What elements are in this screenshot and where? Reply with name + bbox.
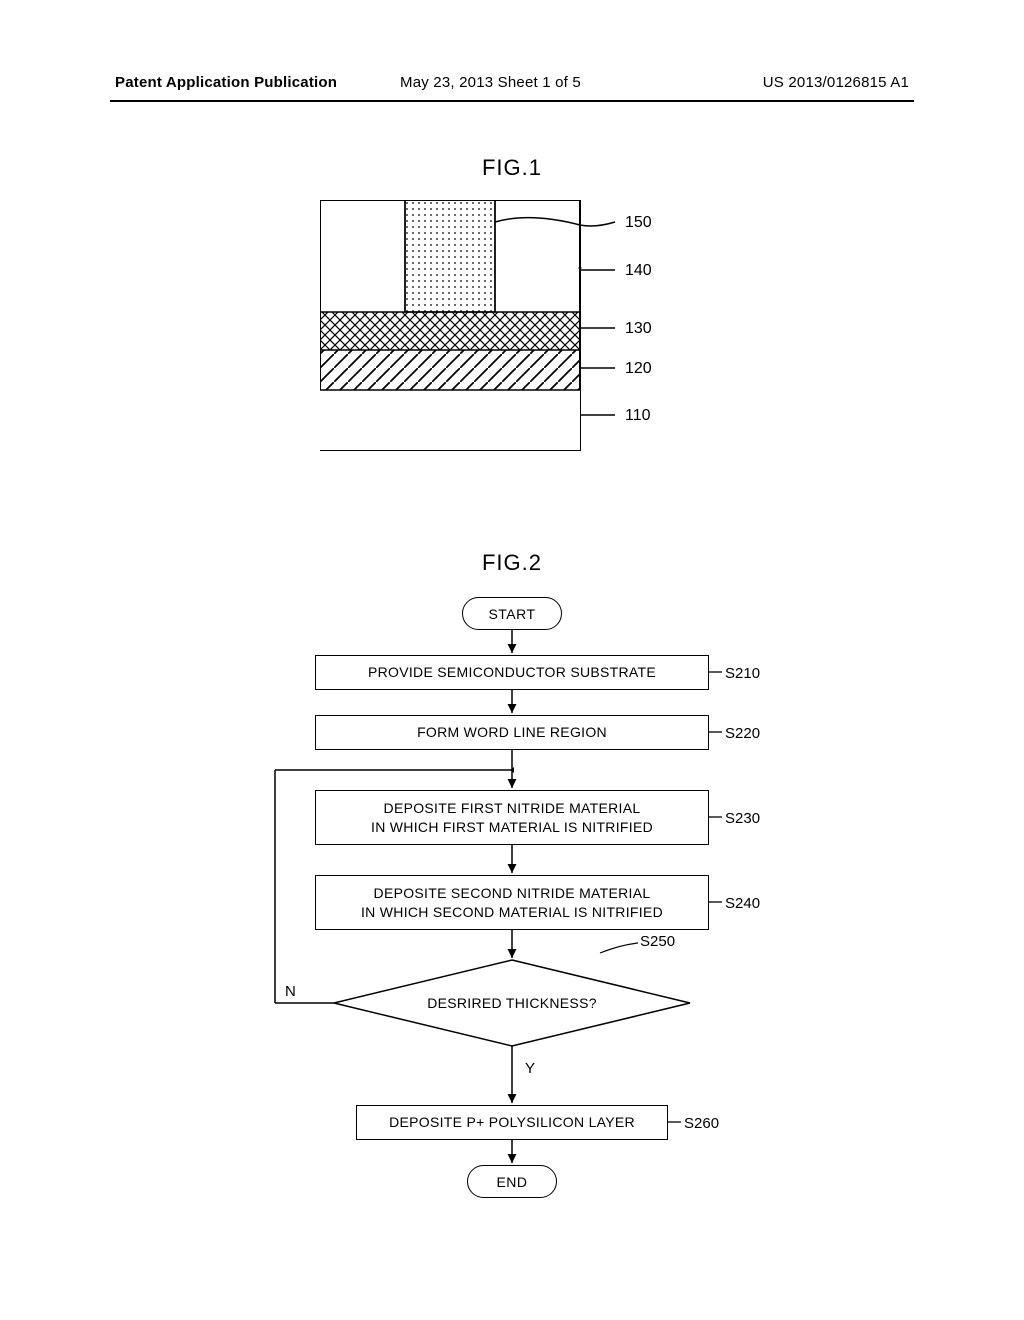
decision-text: DESRIRED THICKNESS? [420,995,604,1011]
svg-text:110: 110 [625,407,651,424]
step-s260-text: DEPOSITE P+ POLYSILICON LAYER [389,1113,635,1132]
label-s240: S240 [725,895,760,912]
fig2-title: FIG.2 [0,550,1024,576]
label-s250: S250 [640,933,675,950]
step-s230: DEPOSITE FIRST NITRIDE MATERIAL IN WHICH… [315,790,709,845]
label-s260: S260 [684,1115,719,1132]
step-s240-line1: DEPOSITE SECOND NITRIDE MATERIAL [374,884,651,903]
label-s210: S210 [725,665,760,682]
step-s240-line2: IN WHICH SECOND MATERIAL IS NITRIFIED [361,903,663,922]
svg-text:120: 120 [625,360,652,377]
label-s230: S230 [725,810,760,827]
step-s210: PROVIDE SEMICONDUCTOR SUBSTRATE [315,655,709,690]
header-divider [110,100,914,102]
fig1-drawing: 150 140 130 120 110 [320,200,675,460]
step-s220-text: FORM WORD LINE REGION [417,723,607,742]
step-s230-line1: DEPOSITE FIRST NITRIDE MATERIAL [384,799,641,818]
header-date-sheet: May 23, 2013 Sheet 1 of 5 [400,74,581,91]
yes-label: Y [525,1060,535,1077]
fig1-title: FIG.1 [0,155,1024,181]
fig2-flowchart: START PROVIDE SEMICONDUCTOR SUBSTRATE S2… [0,595,1024,1295]
step-s220: FORM WORD LINE REGION [315,715,709,750]
svg-text:150: 150 [625,214,652,231]
step-s210-text: PROVIDE SEMICONDUCTOR SUBSTRATE [368,663,656,682]
end-terminal: END [467,1165,557,1198]
step-s230-line2: IN WHICH FIRST MATERIAL IS NITRIFIED [371,818,653,837]
header-doc-number: US 2013/0126815 A1 [763,74,909,91]
step-s260: DEPOSITE P+ POLYSILICON LAYER [356,1105,668,1140]
header-publication: Patent Application Publication [115,74,337,91]
start-label: START [488,606,535,622]
end-label: END [496,1174,527,1190]
label-s220: S220 [725,725,760,742]
no-label: N [285,983,296,1000]
svg-text:140: 140 [625,262,652,279]
step-s240: DEPOSITE SECOND NITRIDE MATERIAL IN WHIC… [315,875,709,930]
svg-text:130: 130 [625,320,652,337]
start-terminal: START [462,597,562,630]
